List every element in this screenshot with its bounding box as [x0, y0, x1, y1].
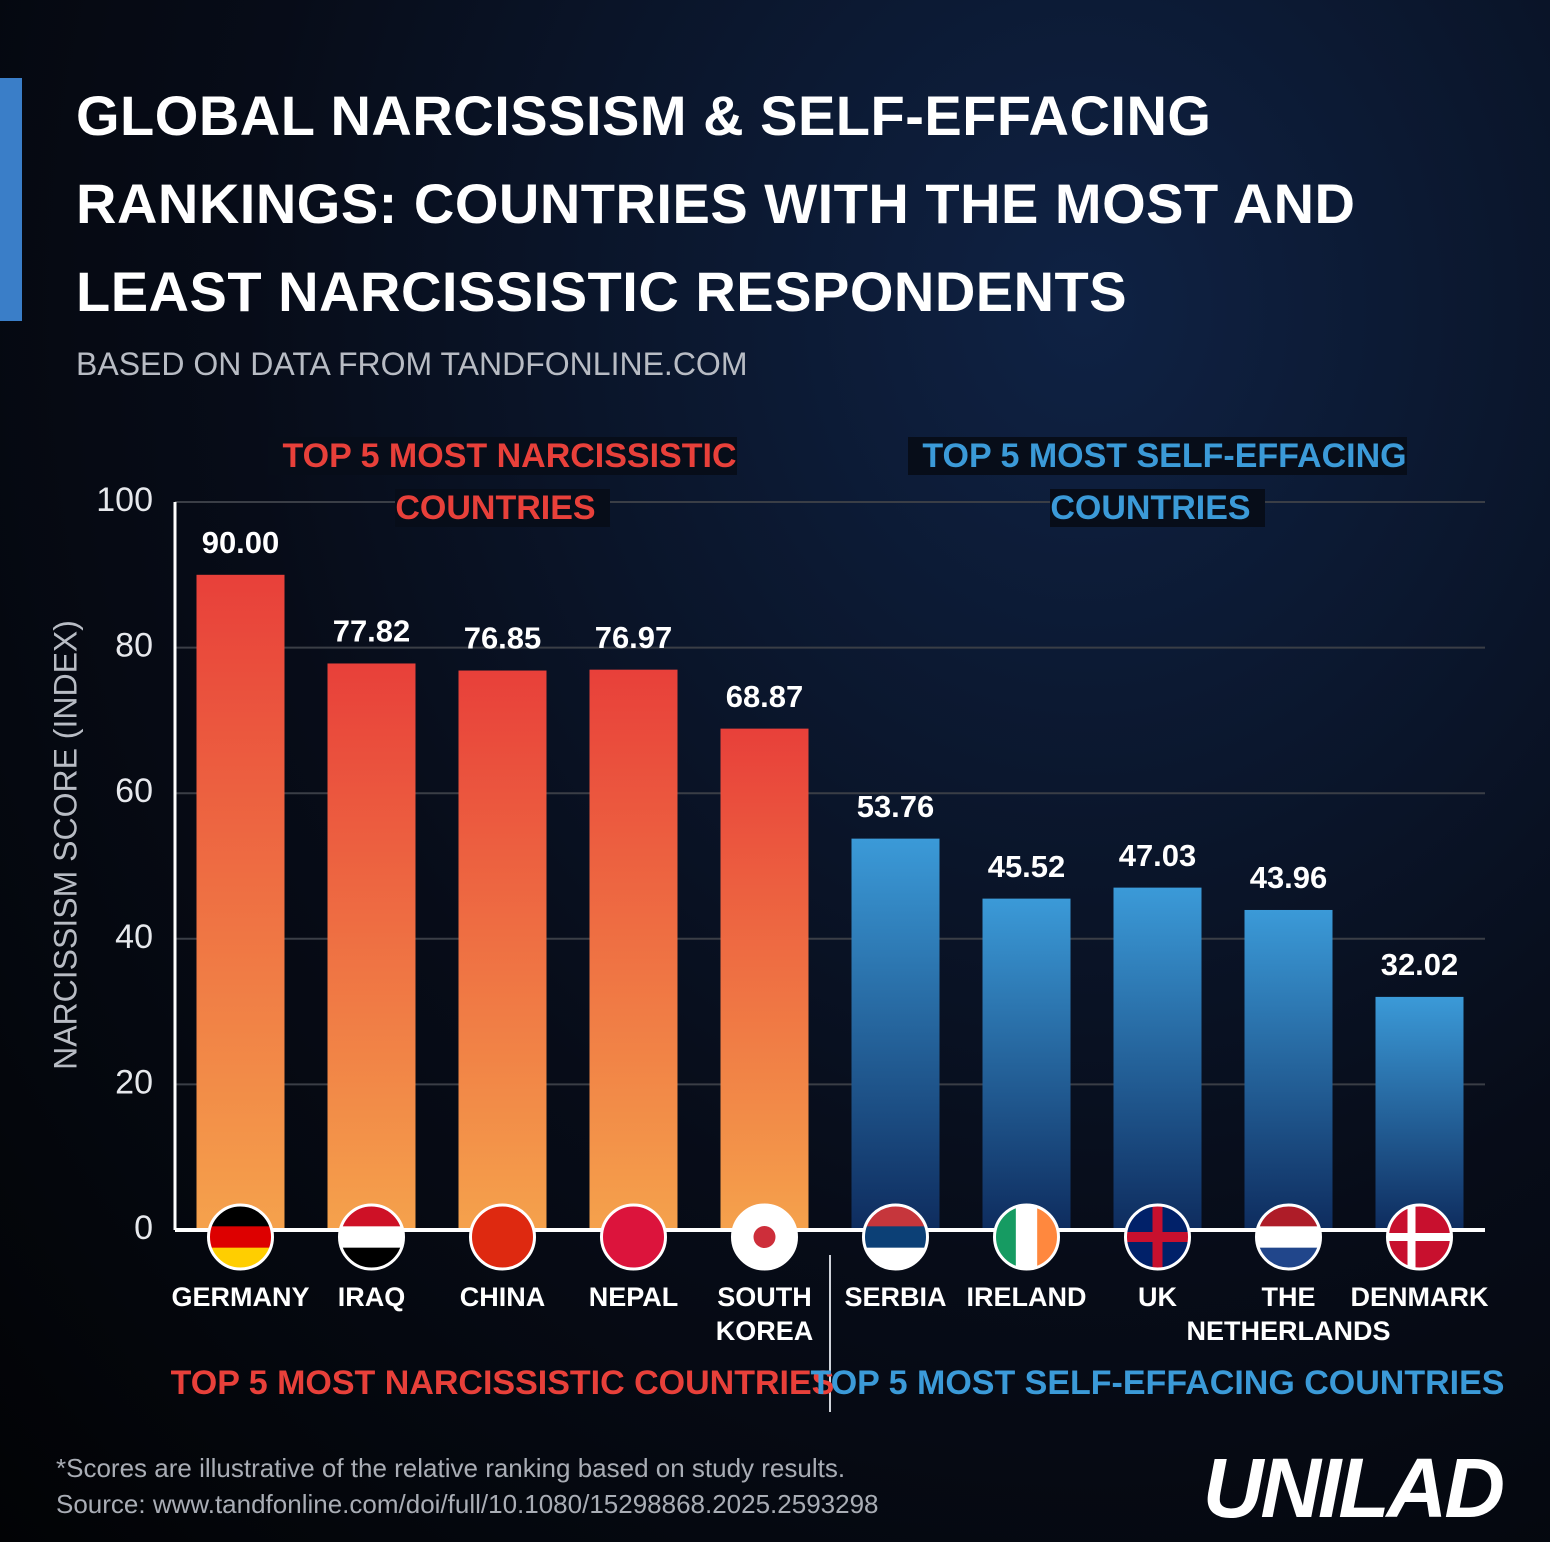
group-footer: TOP 5 MOST SELF-EFFACING COUNTRIES: [810, 1364, 1505, 1402]
x-tick-label: UK: [1138, 1282, 1177, 1312]
flag: [601, 1205, 666, 1269]
flag-stripe: [339, 1226, 404, 1249]
y-tick-label: 60: [115, 772, 153, 810]
flag-stripe: [601, 1205, 666, 1269]
flag-border: [1124, 1203, 1191, 1271]
flag-border: [862, 1203, 929, 1271]
y-tick-label: 80: [115, 627, 153, 665]
value-label: 43.96: [1250, 860, 1328, 895]
bar: [851, 838, 940, 1230]
value-label: 77.82: [333, 614, 411, 649]
flag-stripe: [470, 1205, 535, 1269]
subtitle: BASED ON DATA FROM TANDFONLINE.COM: [76, 346, 748, 382]
accent-bar: [0, 78, 22, 321]
x-tick-label: IRELAND: [966, 1282, 1087, 1312]
x-tick-label: DENMARK: [1350, 1282, 1489, 1312]
flag-cross: [1387, 1233, 1452, 1241]
y-tick-label: 0: [134, 1209, 153, 1247]
group-heading: TOP 5 MOST NARCISSISTIC COUNTRIES: [183, 430, 823, 534]
flag: [1387, 1205, 1452, 1269]
group-heading-text: TOP 5 MOST NARCISSISTIC COUNTRIES: [268, 437, 737, 527]
x-tick-label: THE NETHERLANDS: [1186, 1282, 1391, 1346]
bar: [982, 898, 1071, 1230]
flag: [1125, 1205, 1190, 1269]
footnote: *Scores are illustrative of the relative…: [56, 1453, 846, 1483]
bar: [1244, 909, 1333, 1230]
flag-border: [731, 1203, 798, 1271]
flag-border: [469, 1203, 536, 1271]
flag-cross: [1125, 1232, 1190, 1242]
x-tick-label: SOUTH KOREA: [715, 1282, 814, 1346]
x-tick-label: CHINA: [459, 1282, 546, 1312]
bar: [1375, 996, 1464, 1230]
flag-border: [1386, 1203, 1453, 1271]
flag-border: [338, 1203, 405, 1271]
chart-title: GLOBAL NARCISSISM & SELF-EFFACING RANKIN…: [76, 84, 1356, 323]
value-label: 47.03: [1119, 838, 1197, 873]
x-tick-label: GERMANY: [171, 1282, 310, 1312]
value-label: 53.76: [857, 789, 935, 824]
flag-stripe: [1256, 1226, 1321, 1249]
bar: [327, 663, 416, 1230]
bar: [458, 670, 547, 1230]
flag-border: [1255, 1203, 1322, 1271]
flag-stripe: [1015, 1205, 1039, 1269]
flag: [470, 1205, 535, 1269]
flag-stripe: [208, 1226, 273, 1249]
bar: [1113, 887, 1202, 1230]
bar: [720, 728, 809, 1230]
flag: [732, 1205, 797, 1269]
group-footer: TOP 5 MOST NARCISSISTIC COUNTRIES: [170, 1364, 835, 1402]
source: Source: www.tandfonline.com/doi/full/10.…: [56, 1489, 879, 1519]
bar: [589, 669, 678, 1230]
group-heading: TOP 5 MOST SELF-EFFACING COUNTRIES: [838, 430, 1478, 534]
y-tick-label: 20: [115, 1063, 153, 1101]
y-tick-label: 100: [96, 481, 153, 519]
y-axis-label: NARCISSISM SCORE (INDEX): [47, 620, 83, 1070]
group-heading-text: TOP 5 MOST SELF-EFFACING COUNTRIES: [908, 437, 1407, 527]
brand-logo: UNILAD: [1202, 1441, 1505, 1535]
flag-border: [207, 1203, 274, 1271]
value-label: 76.85: [464, 621, 542, 656]
value-label: 32.02: [1381, 947, 1459, 982]
value-label: 90.00: [202, 525, 280, 560]
bar: [196, 574, 285, 1230]
x-tick-label: NEPAL: [588, 1282, 679, 1312]
x-tick-label: SERBIA: [844, 1282, 947, 1312]
flag-stripe: [863, 1226, 928, 1249]
flag-border: [600, 1203, 667, 1271]
value-label: 68.87: [726, 679, 804, 714]
flag-border: [993, 1203, 1060, 1271]
y-tick-label: 40: [115, 918, 153, 956]
value-label: 76.97: [595, 620, 673, 655]
value-label: 45.52: [988, 849, 1066, 884]
flag-emblem: [753, 1226, 776, 1248]
x-tick-label: IRAQ: [337, 1282, 406, 1312]
